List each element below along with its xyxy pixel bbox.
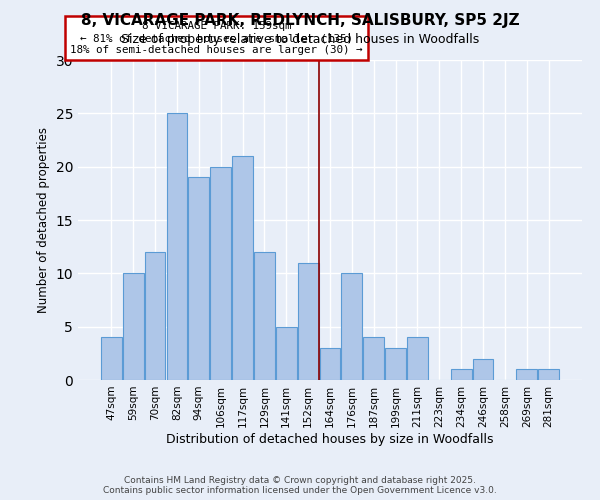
- Y-axis label: Number of detached properties: Number of detached properties: [37, 127, 50, 313]
- Bar: [145, 252, 166, 380]
- X-axis label: Distribution of detached houses by size in Woodfalls: Distribution of detached houses by size …: [166, 432, 494, 446]
- Bar: [232, 156, 253, 380]
- Bar: [517, 370, 537, 380]
- Text: Contains HM Land Registry data © Crown copyright and database right 2025.
Contai: Contains HM Land Registry data © Crown c…: [103, 476, 497, 495]
- Bar: [298, 262, 319, 380]
- Bar: [538, 370, 559, 380]
- Bar: [276, 326, 296, 380]
- Bar: [254, 252, 275, 380]
- Bar: [123, 274, 143, 380]
- Bar: [188, 178, 209, 380]
- Bar: [407, 338, 428, 380]
- Text: 8 VICARAGE PARK: 159sqm
← 81% of detached houses are smaller (135)
18% of semi-d: 8 VICARAGE PARK: 159sqm ← 81% of detache…: [70, 22, 362, 54]
- Bar: [451, 370, 472, 380]
- Text: 8, VICARAGE PARK, REDLYNCH, SALISBURY, SP5 2JZ: 8, VICARAGE PARK, REDLYNCH, SALISBURY, S…: [80, 12, 520, 28]
- Bar: [101, 338, 122, 380]
- Bar: [385, 348, 406, 380]
- Bar: [167, 114, 187, 380]
- Bar: [364, 338, 384, 380]
- Bar: [210, 166, 231, 380]
- Text: Size of property relative to detached houses in Woodfalls: Size of property relative to detached ho…: [121, 32, 479, 46]
- Bar: [473, 358, 493, 380]
- Bar: [320, 348, 340, 380]
- Bar: [341, 274, 362, 380]
